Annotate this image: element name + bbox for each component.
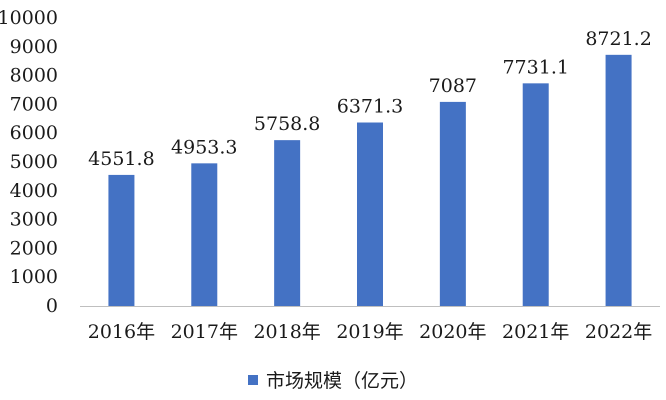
legend: 市场规模（亿元） bbox=[0, 366, 666, 393]
x-axis-tick-labels: 2016年 2017年 2018年 2019年 2020年 2021年 2022年 bbox=[88, 321, 653, 343]
y-tick-label: 3000 bbox=[10, 209, 58, 231]
x-tick-label: 2022年 bbox=[585, 321, 652, 343]
y-tick-label: 9000 bbox=[10, 36, 58, 58]
y-tick-label: 0 bbox=[46, 295, 58, 317]
legend-swatch bbox=[247, 374, 258, 385]
legend-label: 市场规模（亿元） bbox=[265, 370, 418, 392]
bar-2020年 bbox=[439, 101, 466, 306]
data-label-2021年: 7731.1 bbox=[502, 56, 568, 78]
y-tick-label: 2000 bbox=[10, 237, 58, 259]
y-tick-label: 1000 bbox=[10, 266, 58, 288]
data-label-2022年: 8721.2 bbox=[585, 28, 651, 50]
bar-2019年 bbox=[357, 122, 383, 306]
bar-2022年 bbox=[605, 54, 632, 307]
y-tick-label: 5000 bbox=[10, 151, 58, 173]
y-tick-label: 6000 bbox=[10, 122, 58, 144]
x-tick-label: 2016年 bbox=[88, 321, 155, 343]
y-tick-label: 7000 bbox=[10, 93, 58, 115]
y-tick-label: 4000 bbox=[10, 180, 58, 202]
data-label-2019年: 6371.3 bbox=[337, 96, 403, 118]
data-label-2018年: 5758.8 bbox=[254, 113, 320, 135]
bar-2021年 bbox=[522, 83, 549, 306]
bars-group bbox=[108, 54, 632, 307]
x-tick-label: 2019年 bbox=[336, 321, 403, 343]
data-labels-group: 4551.8 4953.3 5758.8 6371.3 7087 7731.1 8721.2 bbox=[88, 28, 652, 170]
data-label-2016年: 4551.8 bbox=[88, 148, 154, 170]
bar-2016年 bbox=[108, 174, 135, 306]
x-tick-label: 2020年 bbox=[419, 321, 486, 343]
data-label-2017年: 4953.3 bbox=[171, 136, 237, 158]
x-tick-label: 2018年 bbox=[253, 321, 320, 343]
x-tick-label: 2017年 bbox=[171, 321, 238, 343]
y-axis-tick-labels: 0 1000 2000 3000 4000 5000 6000 7000 8000 9000 100… bbox=[0, 7, 58, 317]
bar-2017年 bbox=[191, 163, 218, 306]
y-tick-label: 10000 bbox=[0, 7, 58, 29]
data-label-2020年: 7087 bbox=[429, 75, 477, 97]
x-tick-label: 2021年 bbox=[502, 321, 569, 343]
y-tick-label: 8000 bbox=[10, 65, 58, 87]
bar-2018年 bbox=[274, 140, 301, 306]
